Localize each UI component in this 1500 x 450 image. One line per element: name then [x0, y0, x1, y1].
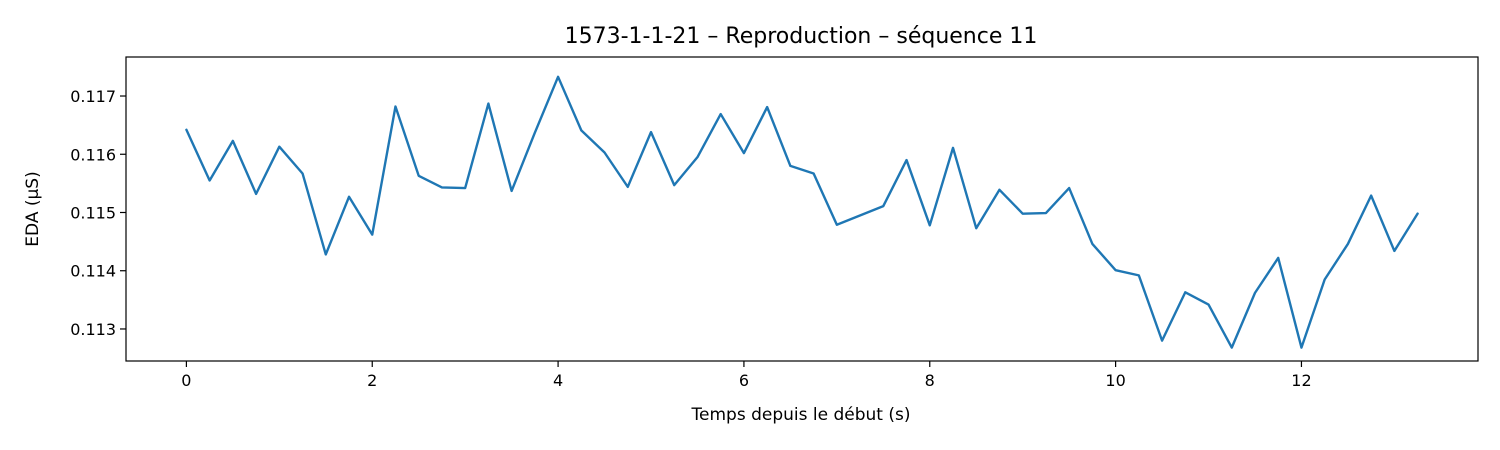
- x-tick-label: 10: [1105, 371, 1125, 390]
- x-tick-label: 12: [1291, 371, 1311, 390]
- axes-frame: [125, 56, 1479, 362]
- y-axis-label: EDA (µS): [23, 171, 43, 246]
- x-axis-label: Temps depuis le début (s): [691, 405, 911, 425]
- x-tick-label: 8: [925, 371, 935, 390]
- x-tick-label: 0: [181, 371, 191, 390]
- x-tick-label: 2: [367, 371, 377, 390]
- y-tick-label: 0.114: [70, 262, 116, 281]
- x-tick-label: 6: [739, 371, 749, 390]
- plot-area: 0 2 4 6 8 10 12 0.113 0.114 0.115 0.116 0.117: [70, 56, 1479, 390]
- y-tick-label: 0.115: [70, 203, 116, 222]
- chart-title: 1573-1-1-21 – Reproduction – séquence 11: [565, 24, 1038, 49]
- x-tick-label: 4: [553, 371, 563, 390]
- series-line-0: [185, 75, 1419, 349]
- y-tick-label: 0.117: [70, 87, 116, 106]
- y-tick-label: 0.116: [70, 145, 116, 164]
- y-tick-label: 0.113: [70, 320, 116, 339]
